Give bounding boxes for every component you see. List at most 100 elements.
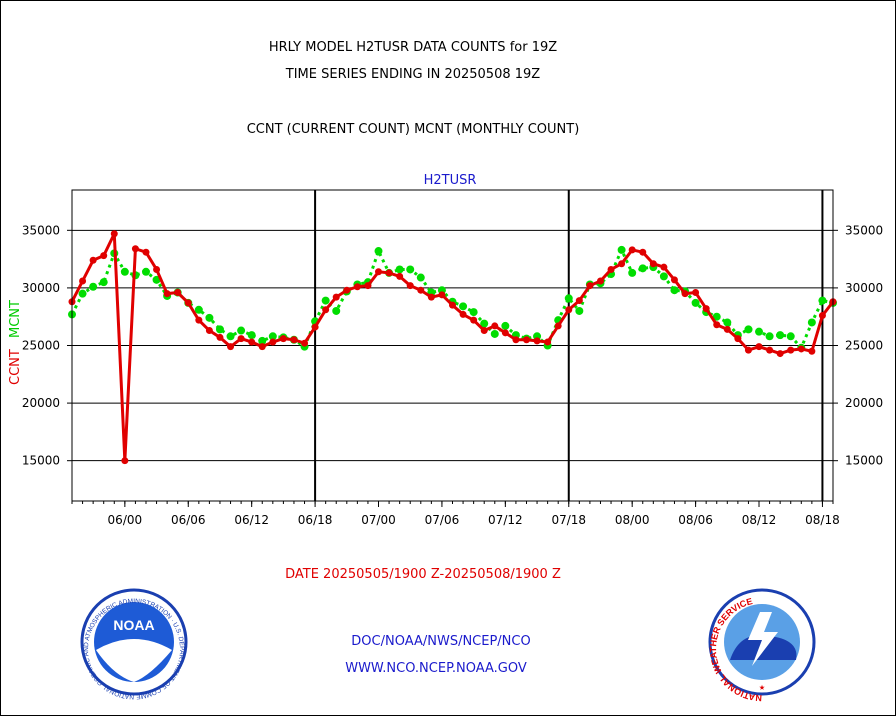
data-point-ccnt (195, 316, 203, 324)
x-tick-label: 07/06 (425, 513, 460, 527)
date-range: DATE 20250505/1900 Z-20250508/1900 Z (285, 567, 561, 582)
data-point-mcnt (744, 325, 753, 334)
data-point-ccnt (279, 335, 287, 343)
grid-layer (72, 190, 833, 501)
data-point-ccnt (205, 327, 213, 335)
data-point-mcnt (152, 275, 161, 284)
data-point-ccnt (702, 305, 710, 313)
data-point-ccnt (311, 323, 319, 331)
y-tick-label-right: 35000 (845, 223, 883, 237)
noaa-logo-text: NOAA (113, 617, 154, 633)
data-point-ccnt (227, 343, 235, 351)
data-point-ccnt (174, 289, 182, 297)
data-point-mcnt (564, 294, 573, 303)
data-point-ccnt (681, 290, 689, 298)
data-point-ccnt (480, 327, 488, 335)
y-tick-label-left: 20000 (22, 396, 60, 410)
data-point-mcnt (765, 332, 774, 341)
data-point-ccnt (153, 265, 161, 273)
x-tick-label: 06/12 (234, 513, 269, 527)
data-point-mcnt (268, 332, 277, 341)
data-point-ccnt (618, 260, 626, 268)
footer-link-doc[interactable]: DOC/NOAA/NWS/NCEP/NCO (351, 634, 530, 649)
data-point-ccnt (575, 297, 583, 305)
ylabel-mcnt: MCNT (8, 300, 23, 338)
data-point-ccnt (734, 335, 742, 343)
data-point-mcnt (807, 318, 816, 327)
data-point-ccnt (258, 343, 266, 351)
data-point-ccnt (533, 337, 541, 345)
data-point-ccnt (787, 346, 795, 354)
y-tick-label-left: 15000 (22, 454, 60, 468)
data-point-ccnt (554, 322, 562, 330)
data-point-mcnt (776, 331, 785, 340)
data-point-ccnt (248, 338, 256, 346)
data-point-ccnt (723, 325, 731, 333)
data-point-mcnt (638, 264, 647, 273)
y-tick-label-right: 15000 (845, 454, 883, 468)
data-point-mcnt (215, 325, 224, 334)
data-point-ccnt (607, 265, 615, 273)
data-point-mcnt (416, 273, 425, 282)
data-point-mcnt (332, 306, 341, 315)
data-point-ccnt (670, 276, 678, 284)
x-tick-label: 08/12 (742, 513, 777, 527)
data-point-mcnt (205, 313, 214, 322)
data-point-mcnt (691, 298, 700, 307)
data-point-mcnt (480, 319, 489, 328)
x-tick-label: 07/18 (551, 513, 586, 527)
data-point-mcnt (617, 245, 626, 254)
data-point-ccnt (406, 282, 414, 290)
data-point-ccnt (628, 246, 636, 254)
data-point-ccnt (818, 312, 826, 320)
data-point-ccnt (755, 343, 763, 351)
data-point-mcnt (141, 267, 150, 276)
data-point-mcnt (818, 296, 827, 305)
data-point-mcnt (786, 332, 795, 341)
data-point-ccnt (385, 269, 393, 277)
y-tick-label-right: 20000 (845, 396, 883, 410)
nws-star-icon: ★ (759, 682, 765, 693)
x-tick-label: 08/18 (805, 513, 840, 527)
x-tick-label: 07/12 (488, 513, 523, 527)
data-point-ccnt (142, 248, 150, 256)
nws-logo[interactable]: ★ NATIONAL WEATHER SERVICE (708, 588, 816, 703)
data-point-ccnt (660, 263, 668, 271)
data-point-mcnt (755, 327, 764, 336)
data-point-ccnt (332, 293, 340, 301)
data-point-mcnt (374, 247, 383, 256)
data-point-ccnt (427, 293, 435, 301)
data-point-ccnt (322, 306, 330, 314)
data-point-ccnt (110, 230, 118, 238)
data-point-ccnt (692, 289, 700, 297)
data-point-ccnt (639, 248, 647, 256)
data-point-mcnt (575, 306, 584, 315)
data-point-mcnt (659, 272, 668, 281)
data-point-ccnt (776, 350, 784, 358)
data-point-mcnt (120, 267, 129, 276)
y-tick-label-right: 30000 (845, 281, 883, 295)
series-line-ccnt (70, 232, 835, 463)
data-point-mcnt (406, 265, 415, 274)
noaa-seagull-icon (96, 639, 172, 682)
chart-subtitle: CCNT (CURRENT COUNT) MCNT (MONTHLY COUNT… (247, 122, 580, 137)
footer-link-www[interactable]: WWW.NCO.NCEP.NOAA.GOV (345, 661, 527, 676)
data-point-ccnt (79, 277, 87, 285)
data-point-ccnt (417, 286, 425, 294)
y-tick-label-left: 35000 (22, 223, 60, 237)
data-point-mcnt (628, 268, 637, 277)
x-tick-label: 06/18 (298, 513, 333, 527)
data-point-ccnt (438, 291, 446, 299)
data-point-mcnt (194, 305, 203, 314)
data-point-mcnt (237, 326, 246, 335)
data-point-ccnt (797, 345, 805, 353)
data-point-ccnt (449, 301, 456, 309)
data-point-ccnt (744, 346, 752, 354)
data-point-ccnt (100, 252, 108, 260)
data-point-ccnt (131, 245, 139, 253)
data-point-ccnt (470, 316, 478, 324)
data-point-ccnt (649, 260, 657, 268)
series-layer (68, 230, 837, 465)
data-point-ccnt (501, 329, 509, 337)
